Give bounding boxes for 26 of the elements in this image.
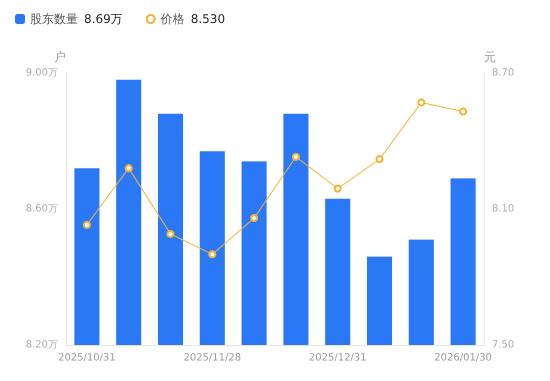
point [334, 184, 342, 193]
y-tick-label: 8.20万 [26, 340, 58, 350]
x-tick-label: 2025/11/28 [183, 352, 242, 364]
legend-label: 股东数量 [30, 12, 78, 26]
point [417, 98, 426, 106]
x-tick-label: 2025/10/31 [58, 352, 116, 364]
point [376, 155, 384, 164]
y2-axis-title: 元 [484, 50, 496, 64]
y2-tick-label: 8.70 [492, 68, 514, 78]
y2-tick-label: 7.50 [492, 340, 514, 350]
y-tick-label: 9.00万 [26, 68, 58, 78]
point [292, 152, 300, 161]
x-tick-label: 2025/12/31 [308, 352, 367, 364]
y-axis-title: 户 [54, 50, 66, 64]
point [82, 220, 91, 229]
text: 8.530 [190, 12, 226, 26]
x-tick-label: 2026/01/30 [434, 352, 492, 364]
point [208, 250, 216, 258]
y2-tick-label: 8.10 [492, 204, 514, 214]
legend-label: 价格 [160, 12, 185, 26]
point [459, 108, 468, 116]
y-tick-label: 8.60万 [26, 204, 58, 214]
point [166, 230, 174, 238]
text: 8.69万 [84, 12, 123, 26]
point [124, 164, 133, 172]
point [250, 214, 258, 222]
